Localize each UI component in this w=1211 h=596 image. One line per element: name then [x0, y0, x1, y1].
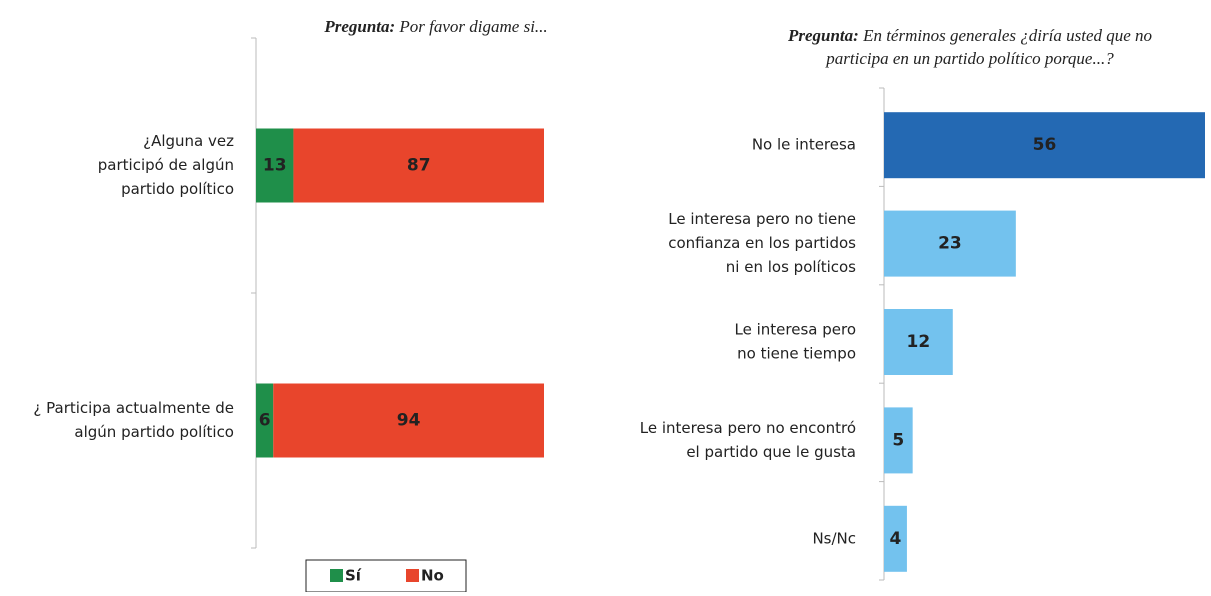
value-label: 23	[938, 234, 962, 254]
value-label: 5	[892, 430, 904, 450]
bar	[884, 407, 913, 474]
value-label: 94	[397, 411, 421, 431]
legend-label: No	[421, 567, 444, 585]
category-label: algún partido político	[74, 423, 234, 441]
legend-label: Sí	[345, 567, 362, 585]
category-label: el partido que le gusta	[686, 443, 856, 461]
category-label: Ns/Nc	[812, 529, 856, 547]
category-label: no tiene tiempo	[737, 345, 856, 363]
category-label: Le interesa pero no encontró	[640, 419, 856, 437]
category-label: ni en los políticos	[726, 258, 856, 276]
category-label: ¿Alguna vez	[143, 132, 234, 150]
category-label: Le interesa pero	[735, 321, 856, 339]
category-label: Le interesa pero no tiene	[668, 210, 856, 228]
title-text: En términos generales ¿diría usted que n…	[862, 26, 1152, 45]
title-prefix: Pregunta:	[323, 17, 395, 36]
category-label: participó de algún	[98, 156, 234, 174]
category-label: ¿ Participa actualmente de	[33, 399, 234, 417]
bar-segment	[273, 383, 544, 458]
bar	[884, 210, 1016, 277]
value-label: 12	[907, 332, 931, 352]
title: participa en un partido político porque.…	[825, 49, 1114, 68]
category-label: confianza en los partidos	[668, 234, 856, 252]
category-label: partido político	[121, 180, 234, 198]
value-label: 4	[890, 529, 902, 549]
bar-segment	[293, 128, 544, 203]
legend-swatch	[406, 569, 419, 582]
value-label: 56	[1033, 135, 1057, 155]
value-label: 13	[263, 156, 287, 176]
value-label: 87	[407, 156, 431, 176]
legend-swatch	[330, 569, 343, 582]
category-label: No le interesa	[752, 136, 856, 154]
value-label: 6	[259, 411, 271, 431]
bar	[884, 309, 953, 375]
bar-segment	[256, 128, 294, 203]
title-prefix: Pregunta:	[787, 26, 859, 45]
title: Pregunta: Por favor digame si...	[323, 17, 547, 36]
bar	[884, 112, 1205, 179]
bar	[884, 505, 907, 572]
bar-segment	[256, 383, 274, 458]
title-text: Por favor digame si...	[398, 17, 547, 36]
title: Pregunta: En términos generales ¿diría u…	[787, 26, 1152, 45]
